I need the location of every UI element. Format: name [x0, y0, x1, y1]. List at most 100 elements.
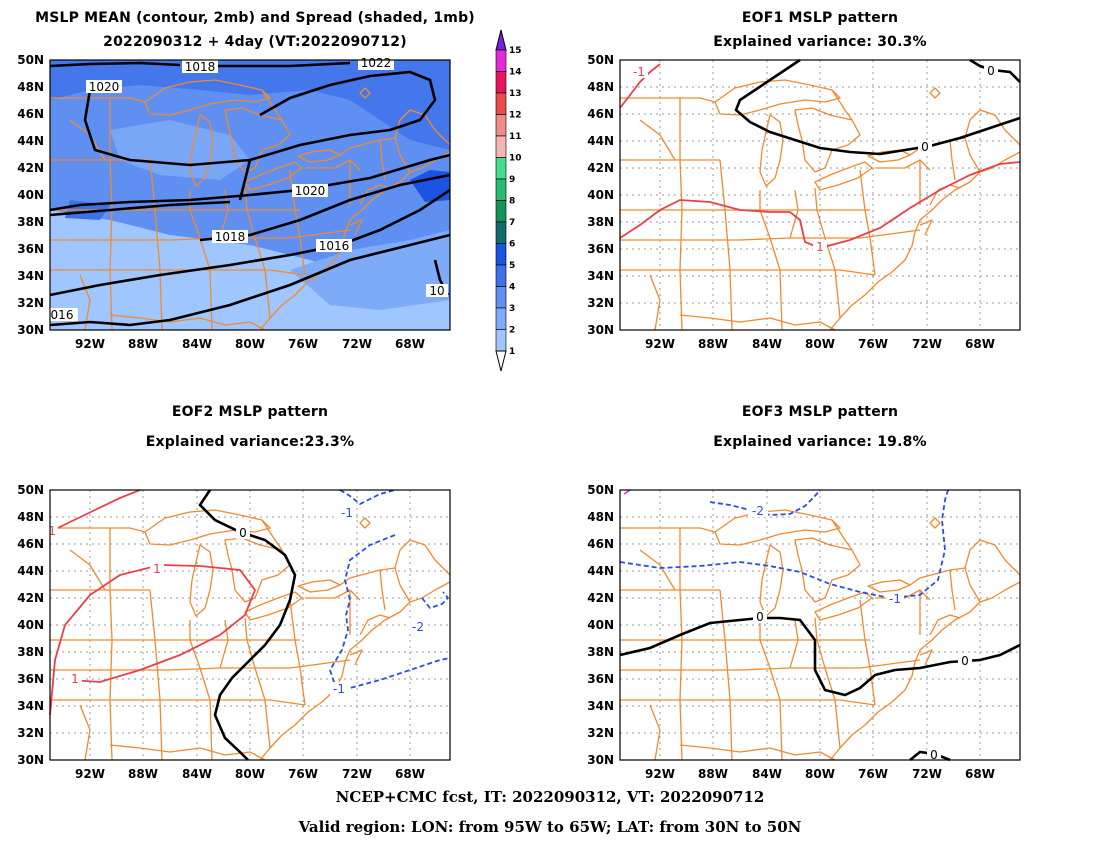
eof2-map: 1 0 -1 1 -1 -2 1 — [48, 489, 451, 761]
lat-label: 34N — [587, 699, 614, 713]
eof2-contour-label: -2 — [412, 620, 424, 634]
mean-contour-label: 1018 — [215, 230, 246, 244]
lat-label: 42N — [587, 591, 614, 605]
lat-label: 36N — [17, 672, 44, 686]
eof2-title: EOF2 MSLP pattern — [171, 404, 329, 420]
eof1-contour-label: 1 — [816, 240, 824, 254]
eof3-contour-label: 0 — [930, 748, 938, 762]
eof2-contour-label: 1 — [153, 562, 161, 576]
lat-label: 50N — [17, 483, 44, 497]
mean-title-2: 2022090312 + 4day (VT:2022090712) — [103, 34, 407, 50]
eof2-contour-label: -1 — [341, 506, 353, 520]
colorbar-tick-label: 3 — [509, 304, 515, 314]
lat-label: 32N — [17, 296, 44, 310]
lat-label: 44N — [17, 564, 44, 578]
eof3-contour-label: 0 — [756, 610, 764, 624]
lat-label: 40N — [587, 188, 614, 202]
lat-label: 34N — [587, 269, 614, 283]
eof1-contour-label: 0 — [987, 64, 995, 78]
lon-label: 68W — [965, 767, 995, 781]
eof3-variance: Explained variance: 19.8% — [713, 434, 927, 450]
lat-label: 46N — [587, 107, 614, 121]
colorbar-tick-label: 14 — [509, 68, 522, 78]
lon-label: 76W — [858, 337, 888, 351]
eof3-contour-label: -2 — [752, 504, 764, 518]
eof2-contour-label: -1 — [333, 682, 345, 696]
mean-contour-label: 1020 — [89, 80, 120, 94]
eof3-map: -2 -1 0 0 0 — [619, 489, 1021, 762]
eof2-contour-label: 1 — [48, 524, 56, 538]
lat-label: 30N — [587, 753, 614, 767]
lat-label: 32N — [587, 296, 614, 310]
lon-label: 88W — [128, 767, 158, 781]
lon-label: 68W — [395, 337, 425, 351]
lat-label: 48N — [17, 510, 44, 524]
lat-label: 38N — [17, 215, 44, 229]
lat-label: 46N — [587, 537, 614, 551]
spread-colorbar: 15 14 13 12 11 10 9 8 7 6 5 4 3 2 1 — [495, 29, 522, 372]
lat-label: 46N — [17, 537, 44, 551]
lat-label: 42N — [17, 161, 44, 175]
eof2-contour-label: 1 — [71, 672, 79, 686]
lon-label: 88W — [698, 337, 728, 351]
lat-label: 32N — [17, 726, 44, 740]
colorbar-tick-label: 1 — [509, 347, 515, 357]
lon-label: 92W — [75, 337, 105, 351]
mean-contour-label: 1022 — [361, 56, 392, 70]
lat-label: 34N — [17, 699, 44, 713]
lon-label: 80W — [805, 337, 835, 351]
colorbar-tick-label: 5 — [509, 261, 515, 271]
valid-region: Valid region: LON: from 95W to 65W; LAT:… — [298, 818, 802, 836]
colorbar-tick-label: 2 — [509, 326, 515, 336]
lon-label: 72W — [912, 337, 942, 351]
mean-map: 1018 1022 1020 1020 1018 1016 10 016 — [49, 56, 451, 331]
lon-label: 76W — [858, 767, 888, 781]
lon-label: 84W — [182, 767, 212, 781]
lat-label: 38N — [587, 215, 614, 229]
lat-label: 34N — [17, 269, 44, 283]
lat-label: 50N — [587, 483, 614, 497]
lat-label: 44N — [587, 564, 614, 578]
eof3-contour-label: 0 — [961, 654, 969, 668]
forecast-info: NCEP+CMC fcst, IT: 2022090312, VT: 20220… — [335, 788, 765, 806]
mean-contour-label: 016 — [51, 308, 74, 322]
lat-label: 40N — [17, 188, 44, 202]
lon-label: 80W — [235, 767, 265, 781]
eof1-title: EOF1 MSLP pattern — [741, 10, 899, 26]
lon-label: 72W — [912, 767, 942, 781]
colorbar-tick-label: 11 — [509, 132, 522, 142]
eof1-map: -1 0 0 1 — [619, 58, 1021, 331]
lat-label: 30N — [17, 753, 44, 767]
lat-label: 38N — [17, 645, 44, 659]
eof1-variance: Explained variance: 30.3% — [713, 34, 927, 50]
mean-contour-label: 1020 — [295, 184, 326, 198]
lat-label: 36N — [17, 242, 44, 256]
colorbar-tick-label: 8 — [509, 197, 515, 207]
lat-label: 40N — [587, 618, 614, 632]
mean-contour-label: 1016 — [319, 239, 350, 253]
colorbar-tick-label: 15 — [509, 46, 522, 56]
lon-label: 92W — [75, 767, 105, 781]
lon-label: 88W — [128, 337, 158, 351]
colorbar-tick-label: 4 — [509, 283, 515, 293]
lat-label: 36N — [587, 672, 614, 686]
lat-label: 36N — [587, 242, 614, 256]
lat-label: 50N — [587, 53, 614, 67]
lon-label: 76W — [288, 337, 318, 351]
lat-label: 42N — [17, 591, 44, 605]
lon-label: 84W — [182, 337, 212, 351]
lat-label: 44N — [17, 134, 44, 148]
colorbar-tick-label: 6 — [509, 240, 515, 250]
lat-label: 48N — [17, 80, 44, 94]
lat-label: 38N — [587, 645, 614, 659]
lon-label: 92W — [645, 337, 675, 351]
lon-label: 72W — [342, 337, 372, 351]
mean-title-1: MSLP MEAN (contour, 2mb) and Spread (sha… — [35, 10, 475, 26]
lon-label: 80W — [235, 337, 265, 351]
lat-label: 40N — [17, 618, 44, 632]
lat-label: 42N — [587, 161, 614, 175]
eof3-contour-label: -1 — [889, 592, 901, 606]
eof2-variance: Explained variance:23.3% — [145, 434, 355, 450]
eof2-contour-label: 0 — [239, 526, 247, 540]
